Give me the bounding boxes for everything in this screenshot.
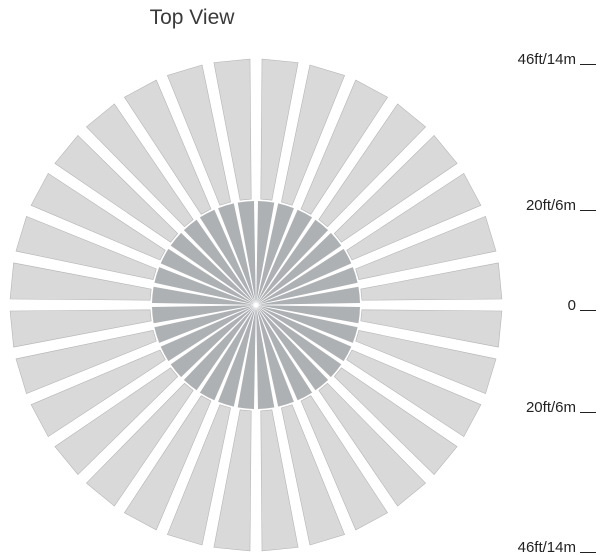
outer-segment [85,103,194,228]
inner-ring [152,201,360,409]
outer-segment [333,134,458,243]
inner-segment [256,203,294,304]
inner-segment [152,286,254,305]
inner-segment [237,201,256,303]
inner-segment [218,203,256,304]
inner-segment [152,305,254,324]
outer-segment [166,64,231,206]
inner-segment [154,305,255,343]
outer-segment [166,404,231,546]
outer-segment [123,395,212,531]
inner-segment [199,209,256,304]
outer-segment [260,58,299,201]
outer-segment [300,79,389,215]
inner-segment [257,306,342,378]
inner-segment [257,305,352,362]
outer-segment [281,404,346,546]
inner-disc-background [152,201,360,409]
outer-segment [54,134,179,243]
inner-segment [257,219,329,304]
scale-label-lower: 20ft/6m [526,396,596,416]
outer-segment [213,409,252,552]
outer-segment [346,349,482,438]
outer-segment [360,309,503,348]
outer-segment [333,367,458,476]
outer-segment [300,395,389,531]
outer-segment [360,262,503,301]
inner-segment [160,305,255,362]
outer-segment [355,215,497,280]
inner-segment [257,305,358,343]
outer-segment [281,64,346,206]
scale-tick [580,210,596,211]
inner-segment [154,267,255,305]
outer-segment [346,172,482,261]
outer-segment [9,309,152,348]
outer-segment [15,215,157,280]
scale-tick [580,64,596,65]
scale-label-text: 0 [567,297,576,314]
inner-segment [183,219,255,304]
inner-segment [256,306,313,401]
inner-segment [256,201,275,303]
outer-segment [54,367,179,476]
outer-segment [85,382,194,507]
scale-label-text: 20ft/6m [525,399,576,416]
scale-label-top: 46ft/14m [518,48,596,68]
inner-segment [257,306,329,391]
inner-segment [257,248,352,305]
inner-segment [237,307,256,409]
scale-label-text: 20ft/6m [525,197,576,214]
outer-segment [15,330,157,395]
inner-segment [256,306,294,407]
inner-segment [257,232,342,304]
scale-label-upper: 20ft/6m [526,194,596,214]
inner-segment [258,286,360,305]
outer-segment [355,330,497,395]
scale-label-center: 0 [568,294,596,314]
scale-label-bottom: 46ft/14m [518,536,596,556]
inner-segment [170,306,255,378]
inner-segment [256,307,275,409]
scale-label-text: 46ft/14m [517,539,576,556]
inner-segment [183,306,255,391]
outer-ring [9,58,503,552]
scale-tick [580,552,596,553]
inner-segment [160,248,255,305]
inner-segment [199,306,256,401]
scale-tick [580,412,596,413]
outer-segment [9,262,152,301]
diagram-title: Top View [149,6,235,29]
scale-tick [580,310,596,311]
inner-segment [258,305,360,324]
outer-segment [318,103,427,228]
inner-segment [256,209,313,304]
outer-segment [30,349,166,438]
inner-segment [218,306,256,407]
outer-segment [260,409,299,552]
outer-segment [30,172,166,261]
outer-segment [123,79,212,215]
scale-label-text: 46ft/14m [517,51,576,68]
inner-segment [170,232,255,304]
outer-segment [318,382,427,507]
inner-segment [257,267,358,305]
outer-segment [213,58,252,201]
